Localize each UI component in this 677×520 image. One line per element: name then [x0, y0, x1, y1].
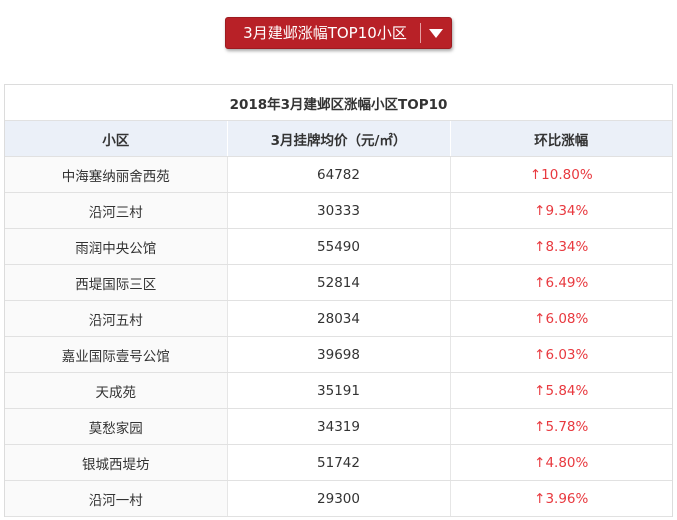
ranking-selector-label: 3月建邺涨幅TOP10小区 — [243, 24, 407, 42]
community-name: 嘉业国际壹号公馆 — [5, 336, 228, 373]
column-header-community: 小区 — [5, 120, 228, 157]
listing-price: 30333 — [227, 192, 451, 229]
column-header-change: 环比涨幅 — [450, 120, 673, 157]
caret-down-glyph — [429, 28, 443, 38]
ranking-selector-dropdown[interactable]: 3月建邺涨幅TOP10小区 — [225, 17, 452, 49]
community-name: 沿河五村 — [5, 300, 228, 337]
community-name: 西堤国际三区 — [5, 264, 228, 301]
table-row: 天成苑 35191 ↑5.84% — [5, 372, 673, 409]
listing-price: 64782 — [227, 156, 451, 193]
month-change: ↑9.34% — [450, 192, 673, 229]
listing-price: 52814 — [227, 264, 451, 301]
community-name: 莫愁家园 — [5, 408, 228, 445]
table-row: 沿河一村 29300 ↑3.96% — [5, 480, 673, 517]
community-name: 雨润中央公馆 — [5, 228, 228, 265]
listing-price: 55490 — [227, 228, 451, 265]
table-row: 沿河五村 28034 ↑6.08% — [5, 300, 673, 337]
table-row: 嘉业国际壹号公馆 39698 ↑6.03% — [5, 336, 673, 373]
month-change: ↑5.78% — [450, 408, 673, 445]
month-change: ↑3.96% — [450, 480, 673, 517]
community-name: 银城西堤坊 — [5, 444, 228, 481]
table-header-row: 小区 3月挂牌均价（元/㎡） 环比涨幅 — [5, 120, 673, 157]
community-name: 沿河一村 — [5, 480, 228, 517]
caret-down-icon[interactable] — [421, 18, 451, 48]
listing-price: 34319 — [227, 408, 451, 445]
dropdown-divider — [420, 23, 421, 43]
listing-price: 51742 — [227, 444, 451, 481]
community-name: 中海塞纳丽舍西苑 — [5, 156, 228, 193]
table-row: 莫愁家园 34319 ↑5.78% — [5, 408, 673, 445]
month-change: ↑10.80% — [450, 156, 673, 193]
table-row: 中海塞纳丽舍西苑 64782 ↑10.80% — [5, 156, 673, 193]
table-row: 西堤国际三区 52814 ↑6.49% — [5, 264, 673, 301]
table-caption: 2018年3月建邺区涨幅小区TOP10 — [5, 85, 673, 121]
month-change: ↑4.80% — [450, 444, 673, 481]
month-change: ↑6.08% — [450, 300, 673, 337]
community-name: 天成苑 — [5, 372, 228, 409]
column-header-price: 3月挂牌均价（元/㎡） — [227, 120, 451, 157]
community-name: 沿河三村 — [5, 192, 228, 229]
ranking-table-container: 2018年3月建邺区涨幅小区TOP10 小区 3月挂牌均价（元/㎡） 环比涨幅 … — [4, 84, 673, 517]
month-change: ↑5.84% — [450, 372, 673, 409]
month-change: ↑8.34% — [450, 228, 673, 265]
listing-price: 39698 — [227, 336, 451, 373]
table-row: 雨润中央公馆 55490 ↑8.34% — [5, 228, 673, 265]
listing-price: 29300 — [227, 480, 451, 517]
listing-price: 28034 — [227, 300, 451, 337]
table-caption-row: 2018年3月建邺区涨幅小区TOP10 — [5, 85, 673, 121]
table-row: 银城西堤坊 51742 ↑4.80% — [5, 444, 673, 481]
month-change: ↑6.49% — [450, 264, 673, 301]
month-change: ↑6.03% — [450, 336, 673, 373]
ranking-table: 2018年3月建邺区涨幅小区TOP10 小区 3月挂牌均价（元/㎡） 环比涨幅 … — [5, 85, 673, 517]
listing-price: 35191 — [227, 372, 451, 409]
table-row: 沿河三村 30333 ↑9.34% — [5, 192, 673, 229]
